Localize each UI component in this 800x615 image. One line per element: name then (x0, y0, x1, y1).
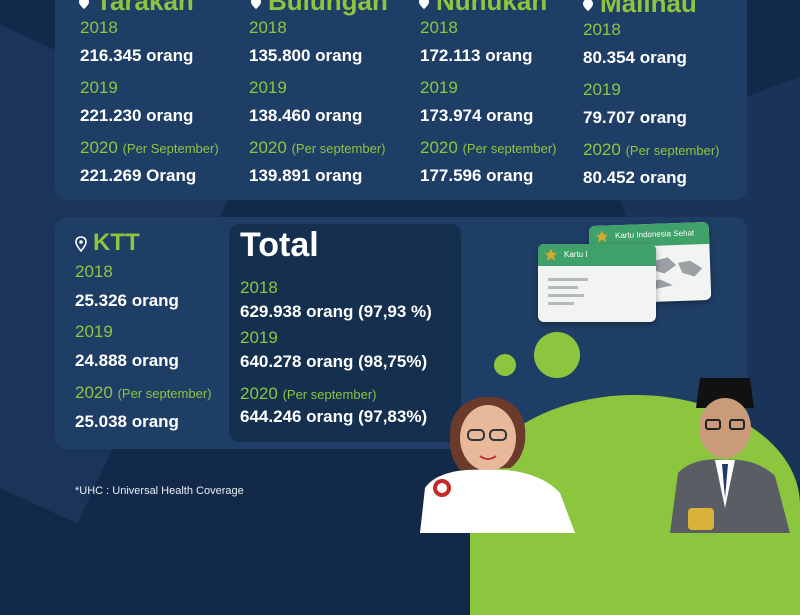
population-value: 25.038 orang (75, 412, 179, 431)
year-label: 2018 (240, 278, 278, 297)
health-card-back: Kartu I (538, 244, 656, 322)
year-label: 2019 (249, 78, 287, 97)
official-man-photo (670, 378, 790, 533)
year-label: 2019 (80, 78, 118, 97)
total-value: 644.246 orang (97,83%) (240, 407, 428, 426)
decorative-circle (494, 354, 516, 376)
year-label: 2019 (420, 78, 458, 97)
population-value: 79.707 orang (583, 108, 687, 127)
region-title: Nunukan (418, 0, 547, 17)
location-pin-icon (419, 0, 429, 10)
year-label: 2018 (249, 18, 287, 37)
year-label: 2018 (80, 18, 118, 37)
population-value: 177.596 orang (420, 166, 534, 185)
footnote: *UHC : Universal Health Coverage (75, 485, 244, 497)
year-label: 2020 (Per september) (420, 138, 557, 157)
population-value: 139.891 orang (249, 166, 363, 185)
garuda-emblem-icon (545, 249, 557, 261)
year-label: 2018 (420, 18, 458, 37)
year-label: 2020 (Per september) (75, 383, 212, 402)
year-label: 2019 (75, 322, 113, 341)
year-label: 2019 (240, 328, 278, 347)
location-pin-icon (583, 0, 593, 12)
year-label: 2018 (75, 262, 113, 281)
population-value: 80.452 orang (583, 168, 687, 187)
total-value: 640.278 orang (98,75%) (240, 352, 428, 371)
population-value: 24.888 orang (75, 351, 179, 370)
population-value: 135.800 orang (249, 46, 363, 65)
location-pin-icon (75, 235, 87, 252)
decorative-circle (534, 332, 580, 378)
location-pin-icon (79, 0, 89, 10)
year-label: 2020 (Per September) (80, 138, 219, 157)
year-label: 2019 (583, 80, 621, 99)
garuda-emblem-icon (595, 230, 608, 243)
total-value: 629.938 orang (97,93 %) (240, 302, 432, 321)
official-woman-photo (420, 396, 575, 533)
year-label: 2020 (Per september) (240, 384, 377, 403)
region-title: Bulungan (250, 0, 388, 17)
year-label: 2020 (Per september) (249, 138, 386, 157)
location-pin-icon (251, 0, 261, 10)
card-header: Kartu I (538, 244, 656, 266)
population-value: 173.974 orang (420, 106, 534, 125)
region-title: Malinau (582, 0, 697, 19)
total-box (229, 224, 461, 442)
total-title: Total (240, 226, 319, 264)
population-value: 216.345 orang (80, 46, 194, 65)
population-value: 25.326 orang (75, 291, 179, 310)
card-text-lines (548, 278, 588, 305)
population-value: 221.269 Orang (80, 166, 197, 185)
population-value: 138.460 orang (249, 106, 363, 125)
population-value: 80.354 orang (583, 48, 687, 67)
year-label: 2020 (Per september) (583, 140, 720, 159)
year-label: 2018 (583, 20, 621, 39)
population-value: 172.113 orang (420, 46, 533, 65)
population-value: 221.230 orang (80, 106, 194, 125)
regions-panel-top (55, 0, 747, 200)
region-title: KTT (75, 229, 140, 257)
card-header: Kartu Indonesia Sehat (588, 221, 710, 249)
region-title: Tarakan (78, 0, 194, 17)
